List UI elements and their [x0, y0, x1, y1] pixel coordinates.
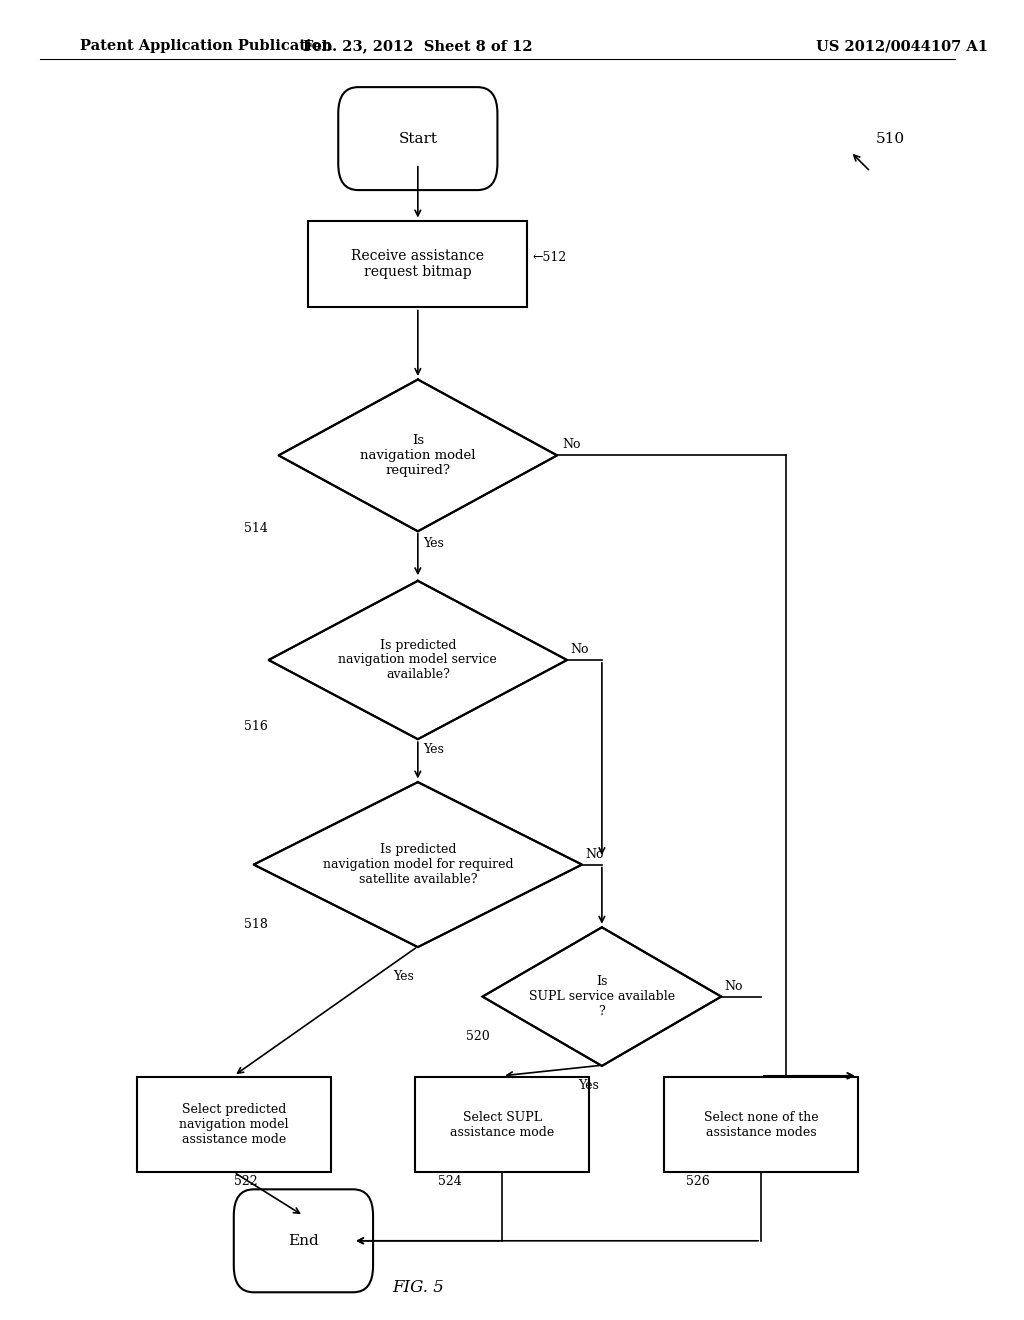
Text: No: No	[724, 979, 742, 993]
Text: FIG. 5: FIG. 5	[392, 1279, 443, 1295]
Text: ←512: ←512	[532, 251, 566, 264]
Text: 522: 522	[233, 1175, 257, 1188]
Text: No: No	[570, 643, 589, 656]
Text: Patent Application Publication: Patent Application Publication	[80, 40, 332, 53]
Polygon shape	[279, 380, 557, 531]
FancyBboxPatch shape	[416, 1077, 590, 1172]
Polygon shape	[268, 581, 567, 739]
Text: 510: 510	[876, 132, 904, 145]
Text: US 2012/0044107 A1: US 2012/0044107 A1	[816, 40, 988, 53]
Text: Select SUPL
assistance mode: Select SUPL assistance mode	[451, 1110, 555, 1139]
Text: 524: 524	[437, 1175, 462, 1188]
Text: Is
navigation model
required?: Is navigation model required?	[360, 434, 475, 477]
Text: 518: 518	[244, 917, 267, 931]
FancyBboxPatch shape	[137, 1077, 331, 1172]
Text: Yes: Yes	[423, 743, 443, 756]
Text: End: End	[288, 1234, 318, 1247]
Text: Yes: Yes	[423, 537, 443, 550]
Text: No: No	[562, 438, 581, 451]
Text: Is predicted
navigation model service
available?: Is predicted navigation model service av…	[339, 639, 498, 681]
FancyBboxPatch shape	[338, 87, 498, 190]
Text: Select predicted
navigation model
assistance mode: Select predicted navigation model assist…	[179, 1104, 289, 1146]
Text: 516: 516	[244, 719, 267, 733]
Text: Yes: Yes	[393, 970, 414, 983]
Text: Is
SUPL service available
?: Is SUPL service available ?	[528, 975, 675, 1018]
Polygon shape	[254, 781, 582, 948]
FancyBboxPatch shape	[233, 1189, 373, 1292]
Text: 514: 514	[244, 521, 267, 535]
Text: Select none of the
assistance modes: Select none of the assistance modes	[703, 1110, 818, 1139]
Text: Feb. 23, 2012  Sheet 8 of 12: Feb. 23, 2012 Sheet 8 of 12	[303, 40, 532, 53]
Text: Receive assistance
request bitmap: Receive assistance request bitmap	[351, 249, 484, 279]
Text: Start: Start	[398, 132, 437, 145]
Text: 520: 520	[466, 1030, 489, 1043]
Text: Yes: Yes	[578, 1078, 599, 1092]
Text: No: No	[585, 847, 603, 861]
FancyBboxPatch shape	[308, 220, 527, 306]
Polygon shape	[482, 927, 721, 1067]
FancyBboxPatch shape	[664, 1077, 858, 1172]
Text: Is predicted
navigation model for required
satellite available?: Is predicted navigation model for requir…	[323, 843, 513, 886]
Text: 526: 526	[686, 1175, 711, 1188]
